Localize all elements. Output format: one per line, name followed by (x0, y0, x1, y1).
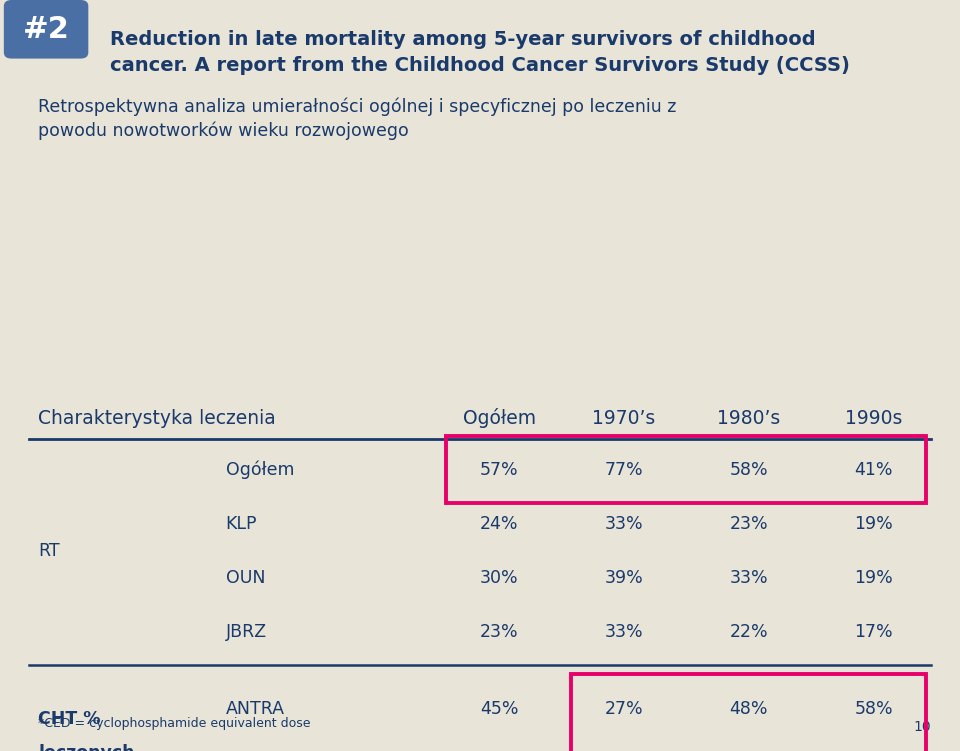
Text: 1990s: 1990s (845, 409, 902, 428)
Text: 24%: 24% (480, 515, 518, 533)
Text: 22%: 22% (730, 623, 768, 641)
Text: ANTRA: ANTRA (226, 700, 284, 718)
Text: Ogółem: Ogółem (463, 408, 536, 428)
Text: 33%: 33% (730, 569, 768, 587)
Text: JBRZ: JBRZ (226, 623, 267, 641)
Text: cancer. A report from the Childhood Cancer Survivors Study (CCSS): cancer. A report from the Childhood Canc… (110, 56, 851, 75)
Text: Charakterystyka leczenia: Charakterystyka leczenia (38, 409, 276, 428)
Text: 30%: 30% (480, 569, 518, 587)
Text: *CED = cyclophosphamide equivalent dose: *CED = cyclophosphamide equivalent dose (38, 717, 311, 730)
Text: 10: 10 (914, 720, 931, 734)
Text: 1980’s: 1980’s (717, 409, 780, 428)
Text: leczonych: leczonych (38, 743, 135, 751)
Text: 17%: 17% (854, 623, 893, 641)
Text: 27%: 27% (605, 700, 643, 718)
Text: 23%: 23% (730, 515, 768, 533)
Text: 57%: 57% (480, 461, 518, 479)
Text: Ogółem: Ogółem (226, 461, 294, 479)
Text: OUN: OUN (226, 569, 265, 587)
Text: #2: #2 (23, 15, 69, 44)
Text: CHT %: CHT % (38, 710, 101, 728)
Text: 48%: 48% (730, 700, 768, 718)
Text: 23%: 23% (480, 623, 518, 641)
Text: 45%: 45% (480, 700, 518, 718)
Text: KLP: KLP (226, 515, 257, 533)
Text: 33%: 33% (605, 515, 643, 533)
Text: Reduction in late mortality among 5-year survivors of childhood: Reduction in late mortality among 5-year… (110, 30, 816, 49)
Text: 58%: 58% (730, 461, 768, 479)
Text: 58%: 58% (854, 700, 893, 718)
Text: 39%: 39% (605, 569, 643, 587)
Text: Retrospektywna analiza umierałności ogólnej i specyficznej po leczeniu z: Retrospektywna analiza umierałności ogól… (38, 98, 677, 116)
Text: RT: RT (38, 542, 60, 560)
Text: 33%: 33% (605, 623, 643, 641)
Text: powodu nowotworków wieku rozwojowego: powodu nowotworków wieku rozwojowego (38, 122, 409, 140)
Text: 19%: 19% (854, 569, 893, 587)
Text: 1970’s: 1970’s (592, 409, 656, 428)
Text: 41%: 41% (854, 461, 893, 479)
Text: 19%: 19% (854, 515, 893, 533)
Text: 77%: 77% (605, 461, 643, 479)
